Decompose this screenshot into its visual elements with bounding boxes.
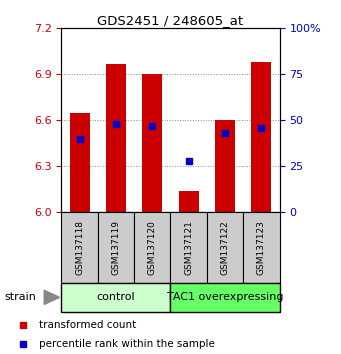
- Text: GSM137118: GSM137118: [75, 220, 84, 275]
- Bar: [98, 212, 134, 283]
- Text: GSM137121: GSM137121: [184, 220, 193, 275]
- Polygon shape: [44, 290, 60, 304]
- Title: GDS2451 / 248605_at: GDS2451 / 248605_at: [98, 14, 243, 27]
- Bar: [179, 191, 199, 212]
- Text: GSM137122: GSM137122: [221, 221, 229, 275]
- Text: control: control: [97, 292, 135, 302]
- Text: percentile rank within the sample: percentile rank within the sample: [39, 339, 215, 349]
- Text: TAC1 overexpressing: TAC1 overexpressing: [167, 292, 283, 302]
- Text: transformed count: transformed count: [39, 320, 136, 330]
- Bar: [251, 62, 271, 212]
- Bar: [106, 64, 126, 212]
- Text: GSM137120: GSM137120: [148, 220, 157, 275]
- Bar: [142, 74, 162, 212]
- Text: GSM137119: GSM137119: [112, 220, 120, 275]
- Bar: [170, 212, 207, 283]
- Bar: [215, 120, 235, 212]
- Bar: [134, 212, 170, 283]
- Bar: [61, 212, 98, 283]
- Bar: [70, 113, 90, 212]
- Text: strain: strain: [5, 292, 37, 302]
- Bar: [243, 212, 280, 283]
- Bar: [61, 283, 170, 312]
- Bar: [170, 283, 280, 312]
- Text: GSM137123: GSM137123: [257, 220, 266, 275]
- Bar: [207, 212, 243, 283]
